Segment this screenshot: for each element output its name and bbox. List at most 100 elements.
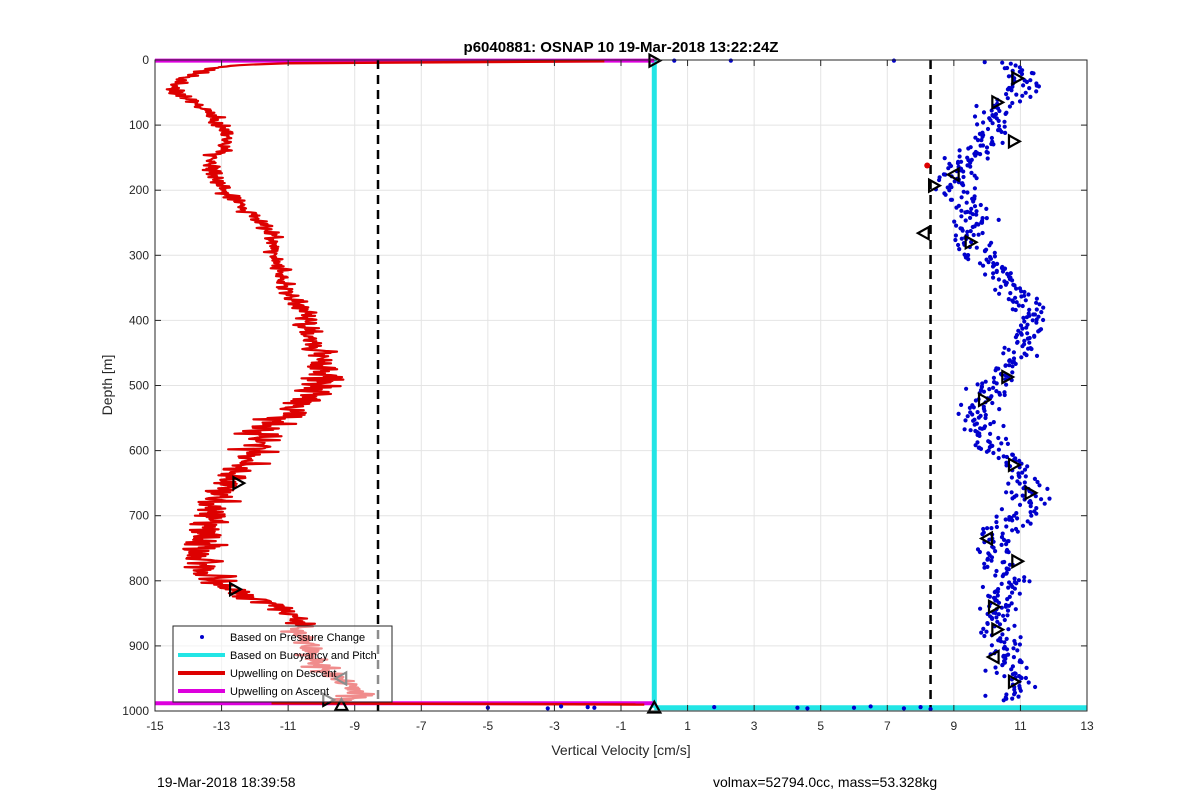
- pressure-change-point: [937, 177, 942, 183]
- y-tick-label: 100: [129, 118, 149, 132]
- pressure-change-point: [1012, 283, 1017, 288]
- pressure-change-point: [974, 245, 979, 250]
- pressure-change-point: [949, 185, 954, 190]
- pressure-change-point: [1007, 562, 1013, 567]
- pressure-change-point: [1006, 74, 1012, 79]
- pressure-change-point: [988, 256, 994, 261]
- pressure-change-point: [978, 152, 983, 157]
- pressure-change-point: [992, 250, 997, 255]
- pressure-change-point: [1020, 493, 1025, 498]
- pressure-change-point: [988, 421, 993, 427]
- pressure-change-point: [943, 192, 948, 197]
- pressure-change-point: [980, 532, 985, 537]
- pressure-change-point: [1039, 497, 1044, 502]
- pressure-change-point: [1042, 501, 1047, 506]
- pressure-change-point: [1027, 340, 1032, 345]
- pressure-change-point: [998, 284, 1003, 289]
- pressure-change-point: [1022, 338, 1027, 343]
- pressure-triangle-marker: [1011, 553, 1026, 570]
- pressure-change-point: [991, 545, 996, 550]
- pressure-change-point: [993, 368, 998, 373]
- pressure-change-point: [1016, 694, 1021, 699]
- pressure-change-point: [962, 427, 967, 432]
- pressure-change-point: [1035, 479, 1040, 485]
- pressure-change-point: [980, 134, 985, 139]
- pressure-change-point: [1019, 675, 1024, 681]
- pressure-change-point: [558, 704, 564, 709]
- pressure-change-point: [988, 118, 993, 123]
- pressure-change-point: [1009, 490, 1014, 495]
- pressure-change-point: [728, 58, 733, 63]
- x-tick-label: -1: [616, 719, 627, 733]
- pressure-change-point: [1024, 665, 1029, 671]
- pressure-change-point: [994, 520, 999, 525]
- x-tick-label: 11: [1014, 719, 1027, 733]
- pressure-change-point: [974, 209, 979, 214]
- y-axis-label: Depth [m]: [99, 355, 115, 416]
- pressure-change-point: [1001, 351, 1006, 356]
- pressure-change-point: [1015, 516, 1020, 521]
- pressure-change-point: [948, 197, 954, 202]
- pressure-change-point: [1010, 528, 1015, 533]
- pressure-change-point: [998, 639, 1004, 644]
- pressure-change-point: [1010, 518, 1015, 523]
- pressure-change-point: [901, 706, 907, 711]
- legend: Based on Pressure Change Based on Buoyanc…: [172, 625, 393, 703]
- pressure-change-point: [1024, 325, 1029, 330]
- pressure-change-point: [992, 590, 997, 595]
- pressure-change-point: [959, 208, 964, 213]
- pressure-change-point: [1022, 289, 1027, 295]
- series-pressure-change: [485, 58, 1052, 712]
- pressure-change-point: [975, 382, 980, 387]
- pressure-change-point: [990, 400, 995, 406]
- pressure-change-point: [1022, 578, 1027, 583]
- pressure-change-point: [1016, 578, 1022, 583]
- pressure-change-point: [1006, 627, 1011, 632]
- pressure-change-point: [973, 398, 979, 403]
- pressure-change-point: [1037, 302, 1042, 307]
- pressure-change-point: [1036, 84, 1041, 89]
- pressure-change-point: [971, 405, 976, 410]
- pressure-change-point: [989, 135, 995, 141]
- pressure-change-point: [1019, 355, 1024, 360]
- pressure-change-point: [1001, 423, 1006, 429]
- pressure-change-point: [1012, 692, 1017, 697]
- pressure-change-point: [1012, 623, 1017, 628]
- pressure-change-point: [1021, 83, 1026, 88]
- pressure-change-point: [991, 271, 996, 276]
- pressure-change-point: [994, 381, 999, 386]
- pressure-change-point: [805, 706, 810, 711]
- pressure-change-point: [994, 670, 999, 676]
- pressure-change-point: [1022, 293, 1027, 298]
- pressure-change-point: [965, 190, 970, 195]
- pressure-change-point: [976, 415, 982, 420]
- pressure-change-point: [959, 214, 964, 219]
- pressure-change-point: [1003, 517, 1008, 522]
- pressure-triangle-marker: [978, 530, 994, 547]
- pressure-change-point: [1005, 441, 1011, 446]
- pressure-change-point: [995, 593, 1000, 598]
- pressure-change-point: [1004, 636, 1009, 642]
- pressure-change-point: [1025, 519, 1030, 524]
- pressure-change-point: [983, 379, 988, 384]
- pressure-change-point: [1017, 65, 1022, 70]
- pressure-change-point: [976, 232, 981, 237]
- pressure-change-point: [974, 212, 979, 217]
- pressure-change-point: [1006, 481, 1011, 486]
- pressure-change-point: [975, 410, 980, 415]
- pressure-change-point: [1034, 89, 1039, 94]
- pressure-change-point: [1012, 513, 1017, 518]
- pressure-change-point: [987, 243, 992, 248]
- pressure-change-point: [974, 176, 979, 181]
- pressure-change-point: [996, 612, 1002, 617]
- pressure-change-point: [1011, 350, 1017, 355]
- pressure-triangle-marker: [1011, 70, 1026, 87]
- pressure-change-point: [991, 420, 996, 425]
- pressure-change-point: [1022, 575, 1027, 580]
- pressure-change-point: [995, 619, 1000, 624]
- pressure-change-point: [1023, 90, 1028, 95]
- pressure-change-point: [1014, 286, 1019, 291]
- pressure-change-point: [996, 277, 1002, 282]
- pressure-change-point: [994, 568, 999, 574]
